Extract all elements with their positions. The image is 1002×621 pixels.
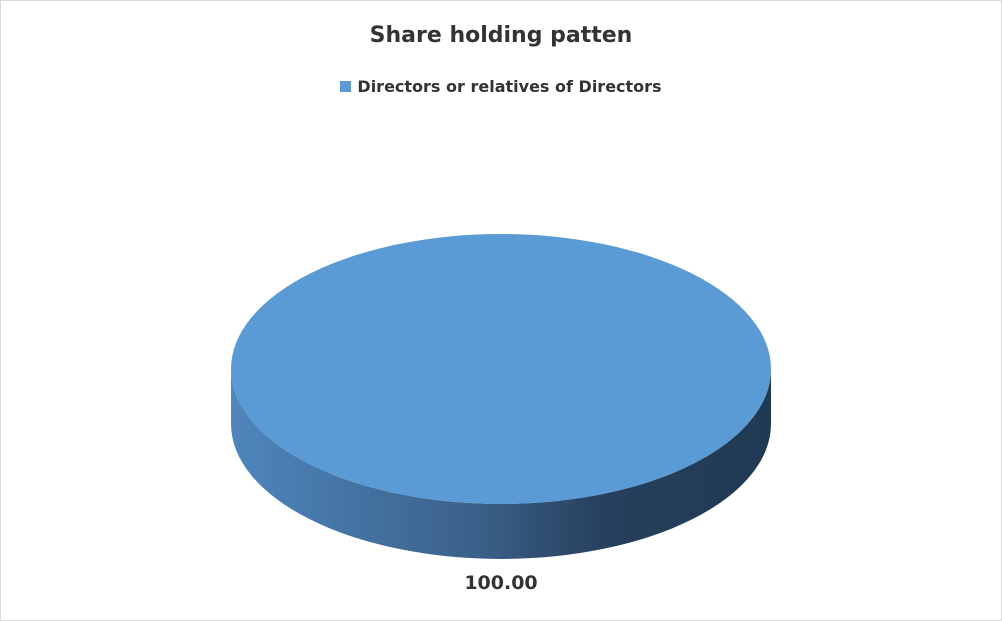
legend: Directors or relatives of Directors <box>1 77 1001 96</box>
chart-title: Share holding patten <box>369 23 633 48</box>
pie-slice-side <box>231 369 771 559</box>
legend-swatch <box>340 81 352 92</box>
pie-slice <box>231 234 771 504</box>
legend-label: Directors or relatives of Directors <box>357 77 662 96</box>
data-label: 100.00 <box>464 572 537 594</box>
